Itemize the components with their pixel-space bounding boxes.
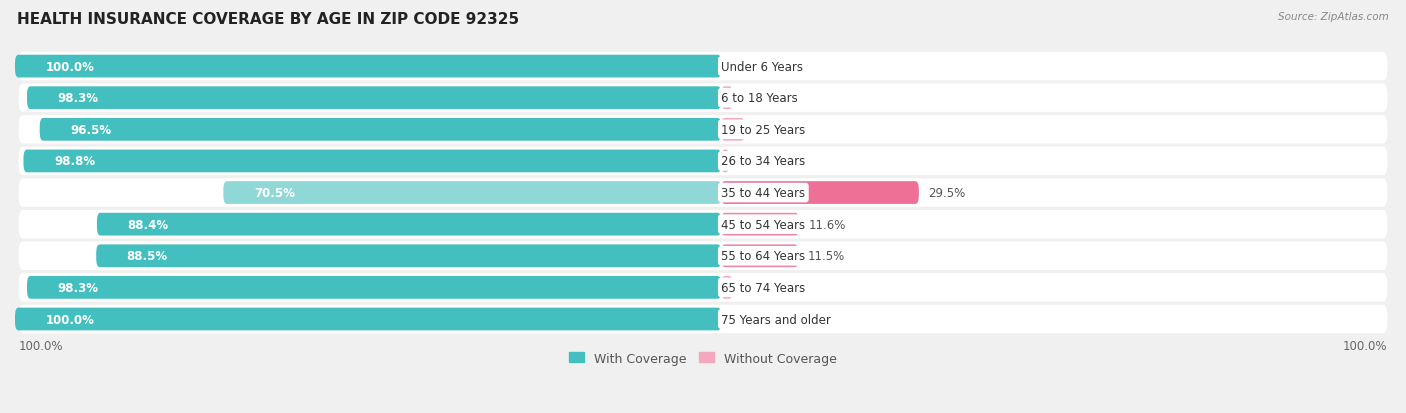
FancyBboxPatch shape [15, 56, 721, 78]
Text: 6 to 18 Years: 6 to 18 Years [721, 92, 799, 105]
Text: 11.5%: 11.5% [808, 250, 845, 263]
Text: 45 to 54 Years: 45 to 54 Years [721, 218, 806, 231]
Text: Source: ZipAtlas.com: Source: ZipAtlas.com [1278, 12, 1389, 22]
FancyBboxPatch shape [18, 210, 1388, 239]
Text: 1.7%: 1.7% [742, 92, 772, 105]
FancyBboxPatch shape [18, 305, 1388, 333]
Text: 70.5%: 70.5% [254, 187, 295, 199]
Text: 88.5%: 88.5% [127, 250, 167, 263]
Text: 96.5%: 96.5% [70, 123, 111, 136]
Text: 3.5%: 3.5% [755, 123, 785, 136]
Text: 100.0%: 100.0% [45, 60, 94, 74]
Text: 1.2%: 1.2% [740, 155, 769, 168]
FancyBboxPatch shape [721, 182, 920, 204]
Text: 100.0%: 100.0% [18, 339, 63, 352]
FancyBboxPatch shape [18, 53, 1388, 81]
Text: 19 to 25 Years: 19 to 25 Years [721, 123, 806, 136]
Text: 75 Years and older: 75 Years and older [721, 313, 831, 326]
Text: Under 6 Years: Under 6 Years [721, 60, 803, 74]
FancyBboxPatch shape [96, 245, 721, 268]
Text: 100.0%: 100.0% [1343, 339, 1388, 352]
FancyBboxPatch shape [27, 276, 721, 299]
FancyBboxPatch shape [721, 245, 799, 268]
FancyBboxPatch shape [18, 84, 1388, 113]
FancyBboxPatch shape [18, 116, 1388, 144]
FancyBboxPatch shape [721, 213, 799, 236]
Text: 0.0%: 0.0% [731, 60, 761, 74]
FancyBboxPatch shape [18, 147, 1388, 176]
FancyBboxPatch shape [224, 182, 721, 204]
Text: HEALTH INSURANCE COVERAGE BY AGE IN ZIP CODE 92325: HEALTH INSURANCE COVERAGE BY AGE IN ZIP … [17, 12, 519, 27]
FancyBboxPatch shape [15, 308, 721, 330]
Text: 98.3%: 98.3% [58, 281, 98, 294]
Text: 98.3%: 98.3% [58, 92, 98, 105]
Text: 11.6%: 11.6% [808, 218, 846, 231]
Text: 100.0%: 100.0% [45, 313, 94, 326]
FancyBboxPatch shape [18, 242, 1388, 271]
Text: 1.7%: 1.7% [742, 281, 772, 294]
FancyBboxPatch shape [721, 119, 745, 141]
FancyBboxPatch shape [721, 276, 733, 299]
FancyBboxPatch shape [24, 150, 721, 173]
Text: 55 to 64 Years: 55 to 64 Years [721, 250, 806, 263]
Legend: With Coverage, Without Coverage: With Coverage, Without Coverage [564, 347, 842, 370]
Text: 88.4%: 88.4% [128, 218, 169, 231]
FancyBboxPatch shape [18, 273, 1388, 302]
FancyBboxPatch shape [27, 87, 721, 110]
Text: 65 to 74 Years: 65 to 74 Years [721, 281, 806, 294]
Text: 98.8%: 98.8% [53, 155, 96, 168]
FancyBboxPatch shape [721, 87, 733, 110]
FancyBboxPatch shape [721, 150, 730, 173]
Text: 0.0%: 0.0% [731, 313, 761, 326]
FancyBboxPatch shape [39, 119, 721, 141]
Text: 26 to 34 Years: 26 to 34 Years [721, 155, 806, 168]
Text: 29.5%: 29.5% [928, 187, 966, 199]
FancyBboxPatch shape [18, 179, 1388, 207]
Text: 35 to 44 Years: 35 to 44 Years [721, 187, 806, 199]
FancyBboxPatch shape [97, 213, 721, 236]
